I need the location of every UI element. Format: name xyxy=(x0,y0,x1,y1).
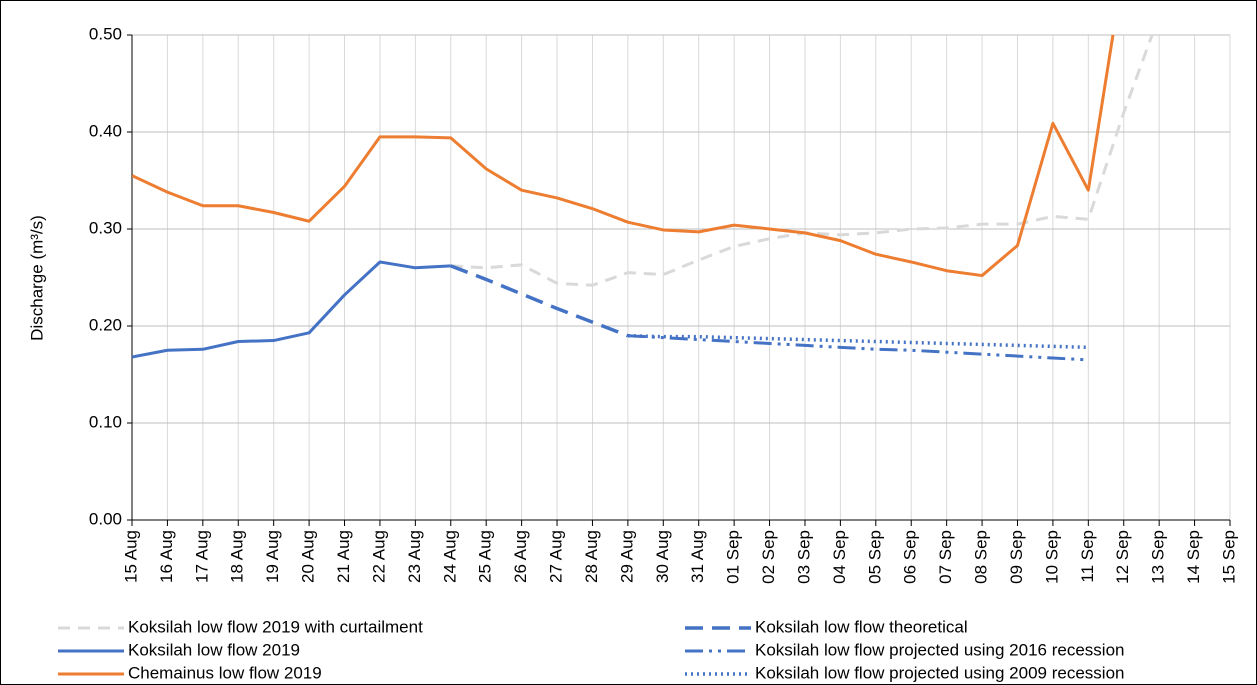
y-axis-label: Discharge (m³/s) xyxy=(27,215,46,341)
y-tick-label: 0.40 xyxy=(89,121,122,140)
x-tick-label: 26 Aug xyxy=(511,530,530,583)
y-tick-label: 0.20 xyxy=(89,315,122,334)
legend-label: Koksilah low flow theoretical xyxy=(755,617,968,636)
x-tick-label: 09 Sep xyxy=(1007,530,1026,584)
legend-label: Koksilah low flow projected using 2009 r… xyxy=(755,663,1124,682)
x-tick-label: 06 Sep xyxy=(901,530,920,584)
x-tick-label: 19 Aug xyxy=(263,530,282,583)
x-tick-label: 02 Sep xyxy=(759,530,778,584)
x-tick-label: 30 Aug xyxy=(653,530,672,583)
legend-label: Chemainus low flow 2019 xyxy=(128,663,322,682)
x-tick-label: 29 Aug xyxy=(617,530,636,583)
x-tick-label: 15 Aug xyxy=(121,530,140,583)
x-tick-label: 27 Aug xyxy=(547,530,566,583)
x-tick-label: 03 Sep xyxy=(794,530,813,584)
x-tick-label: 20 Aug xyxy=(299,530,318,583)
y-tick-label: 0.50 xyxy=(89,24,122,43)
x-tick-label: 21 Aug xyxy=(334,530,353,583)
legend-label: Koksilah low flow projected using 2016 r… xyxy=(755,640,1124,659)
x-tick-label: 23 Aug xyxy=(405,530,424,583)
x-tick-label: 05 Sep xyxy=(865,530,884,584)
y-tick-label: 0.00 xyxy=(89,509,122,528)
x-tick-label: 11 Sep xyxy=(1078,530,1097,583)
y-tick-label: 0.10 xyxy=(89,412,122,431)
x-tick-label: 31 Aug xyxy=(688,530,707,583)
series-line xyxy=(627,333,1089,350)
y-tick-label: 0.30 xyxy=(89,218,122,237)
x-tick-label: 28 Aug xyxy=(582,530,601,583)
x-tick-label: 24 Aug xyxy=(440,530,459,583)
x-tick-label: 25 Aug xyxy=(476,530,495,583)
series-line xyxy=(450,264,629,338)
series-line xyxy=(132,35,1115,278)
x-tick-label: 14 Sep xyxy=(1184,530,1203,584)
x-tick-label: 22 Aug xyxy=(369,530,388,583)
x-tick-label: 12 Sep xyxy=(1113,530,1132,584)
x-tick-label: 07 Sep xyxy=(936,530,955,584)
x-tick-label: 10 Sep xyxy=(1042,530,1061,584)
legend-label: Koksilah low flow 2019 with curtailment xyxy=(128,617,423,636)
x-tick-label: 18 Aug xyxy=(228,530,247,583)
series-line xyxy=(627,334,1089,362)
x-tick-label: 13 Sep xyxy=(1149,530,1168,584)
x-tick-label: 01 Sep xyxy=(724,530,743,584)
legend-label: Koksilah low flow 2019 xyxy=(128,640,300,659)
x-tick-label: 17 Aug xyxy=(192,530,211,583)
x-tick-label: 08 Sep xyxy=(972,530,991,584)
x-tick-label: 04 Sep xyxy=(830,530,849,584)
series-line xyxy=(132,260,451,359)
x-tick-label: 16 Aug xyxy=(157,530,176,583)
x-tick-label: 15 Sep xyxy=(1219,530,1238,584)
